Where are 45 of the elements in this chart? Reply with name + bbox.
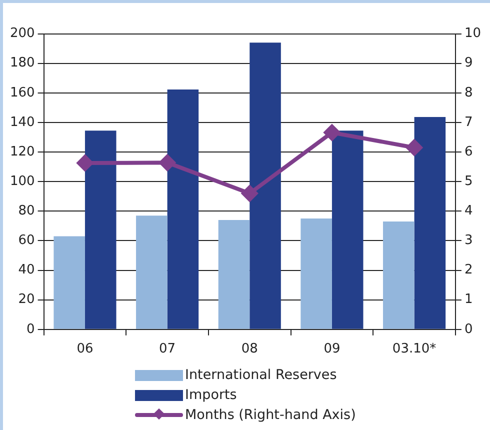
- x-tick-label: 09: [324, 342, 340, 357]
- bar: [414, 117, 446, 329]
- y2-tick-label: 7: [464, 114, 473, 130]
- bar: [300, 218, 332, 329]
- y2-tick-label: 0: [464, 322, 473, 337]
- y2-tick-label: 9: [464, 56, 473, 71]
- bar: [84, 130, 116, 329]
- point: [406, 140, 422, 156]
- y-tick-label: 200: [10, 26, 35, 42]
- bar: [332, 130, 364, 329]
- y-tick-label: 60: [18, 233, 35, 248]
- x-tick-label: 03.10*: [392, 342, 437, 357]
- y2-tick-label: 1: [464, 292, 473, 308]
- point: [159, 154, 176, 171]
- y-tick-label: 180: [10, 56, 35, 71]
- y-tick-label: 0: [26, 322, 35, 337]
- y2-tick-label: 5: [464, 174, 473, 189]
- legend-label: Months (Right-hand Axis): [185, 407, 356, 423]
- point: [76, 154, 93, 171]
- y-tick-label: 80: [18, 204, 35, 219]
- bar: [54, 236, 85, 329]
- y2-tick-label: 4: [464, 204, 473, 219]
- bar: [218, 220, 250, 329]
- legend-label: International Reserves: [185, 367, 337, 383]
- x-tick-label: 08: [241, 342, 258, 357]
- bar: [250, 42, 281, 329]
- y2-tick-label: 8: [464, 85, 473, 100]
- point: [242, 185, 258, 202]
- y2-tick-label: 3: [464, 233, 473, 248]
- y-tick-label: 160: [10, 85, 35, 100]
- y2-tick-label: 10: [464, 26, 482, 42]
- x-tick-label: 06: [76, 342, 94, 357]
- bar: [383, 222, 414, 329]
- y2-tick-label: 6: [464, 144, 473, 160]
- y-tick-label: 120: [10, 144, 35, 160]
- point: [324, 124, 340, 141]
- y-tick-label: 20: [18, 292, 35, 308]
- y-tick-label: 100: [10, 174, 35, 189]
- legend-label: Imports: [185, 387, 237, 403]
- y-tick-label: 140: [10, 114, 35, 130]
- y2-tick-label: 2: [464, 262, 473, 278]
- x-tick-label: 07: [159, 342, 176, 357]
- y-tick-label: 40: [18, 262, 35, 278]
- bar: [167, 90, 199, 329]
- bar: [136, 216, 168, 329]
